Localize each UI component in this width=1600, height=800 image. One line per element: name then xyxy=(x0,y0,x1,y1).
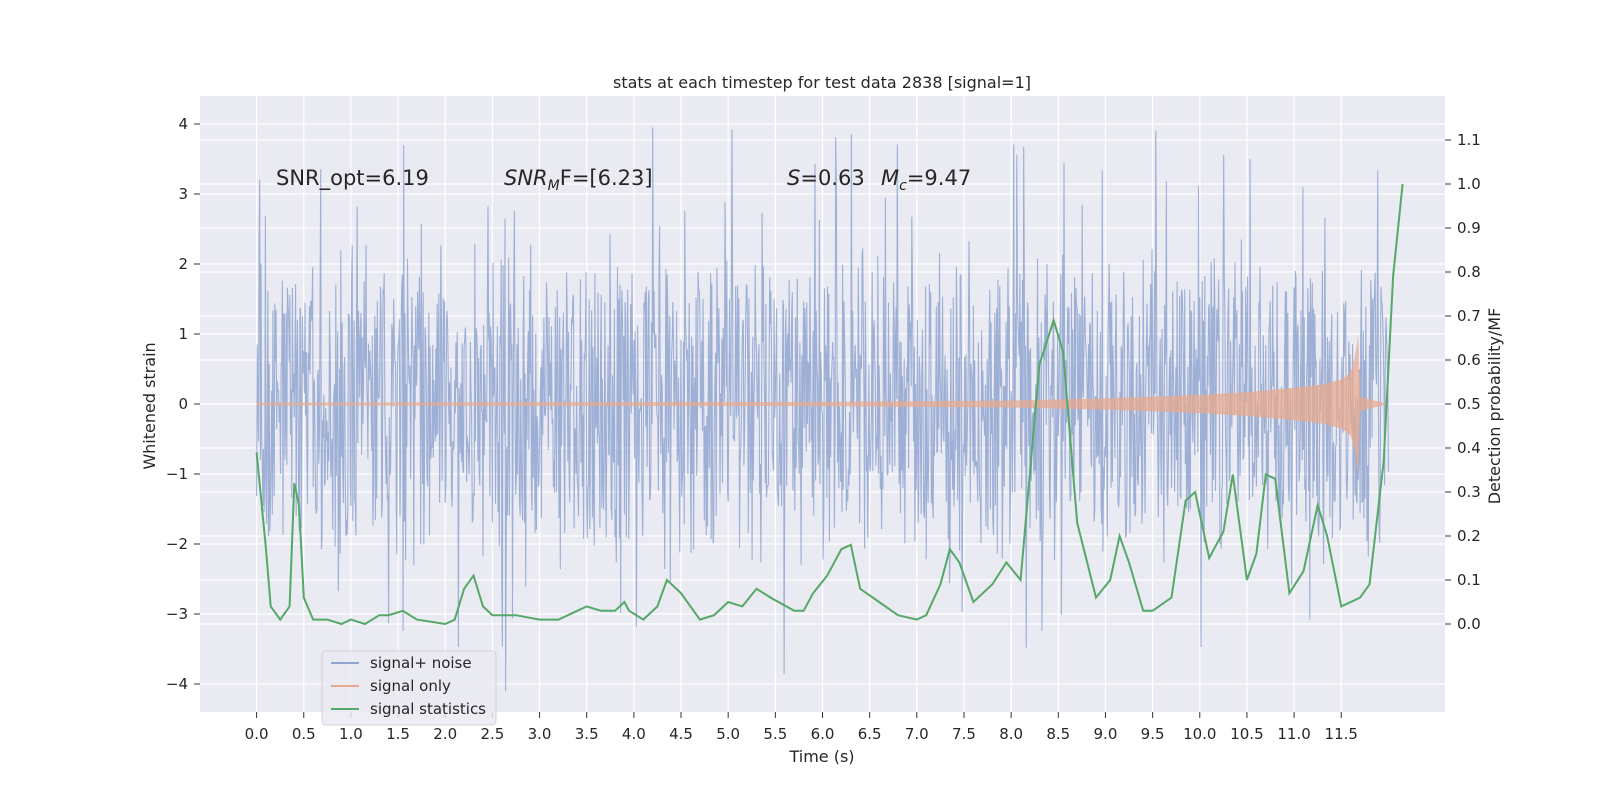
x-tick-label: 5.5 xyxy=(763,725,787,743)
x-tick-label: 2.5 xyxy=(480,725,504,743)
x-tick-label: 10.0 xyxy=(1183,725,1216,743)
y-tick-label-right: 0.8 xyxy=(1457,263,1481,281)
x-tick-label: 8.0 xyxy=(999,725,1023,743)
x-axis-label: Time (s) xyxy=(788,747,854,766)
x-tick-label: 1.5 xyxy=(386,725,410,743)
y-axis-label-right: Detection probability/MF xyxy=(1485,308,1504,505)
y-tick-label-left: −2 xyxy=(166,535,188,553)
x-tick-label: 4.0 xyxy=(622,725,646,743)
annotation-snr-mf: SNRMF=[6.23] xyxy=(504,166,653,194)
y-tick-label-left: 1 xyxy=(178,325,188,343)
y-tick-label-right: 0.7 xyxy=(1457,307,1481,325)
x-tick-label: 1.0 xyxy=(339,725,363,743)
x-tick-label: 7.0 xyxy=(905,725,929,743)
x-tick-label: 8.5 xyxy=(1046,725,1070,743)
y-tick-label-right: 1.0 xyxy=(1457,175,1481,193)
y-tick-label-left: −4 xyxy=(166,675,188,693)
legend-label-noise: signal+ noise xyxy=(370,654,472,672)
x-tick-label: 6.5 xyxy=(858,725,882,743)
signal-statistics-line xyxy=(255,183,1404,626)
y-tick-label-right: 1.1 xyxy=(1457,131,1481,149)
x-tick-label: 0.5 xyxy=(292,725,316,743)
signal-only-series xyxy=(256,334,1389,474)
chart-title: stats at each timestep for test data 283… xyxy=(613,73,1031,92)
x-tick-label: 11.0 xyxy=(1277,725,1310,743)
y-tick-label-right: 0.2 xyxy=(1457,527,1481,545)
y-tick-label-left: 4 xyxy=(178,115,188,133)
x-tick-label: 9.5 xyxy=(1141,725,1165,743)
legend: signal+ noise signal only signal statist… xyxy=(321,650,497,726)
signal-only-area xyxy=(256,334,1389,474)
signal-noise-series xyxy=(256,127,1389,692)
x-tick-label: 10.5 xyxy=(1230,725,1263,743)
x-tick-label: 0.0 xyxy=(245,725,269,743)
y-tick-label-right: 0.4 xyxy=(1457,439,1481,457)
y-tick-label-left: 0 xyxy=(178,395,188,413)
x-tick-label: 11.5 xyxy=(1325,725,1358,743)
y-tick-label-right: 0.5 xyxy=(1457,395,1481,413)
axis-ticks: 0.0 0.5 1.0 1.5 2.0 2.5 3.0 3.5 4.0 4.5 5.0 5.5 6.0 6… xyxy=(166,115,1481,743)
legend-label-stats: signal statistics xyxy=(370,700,486,718)
y-axis-label-left: Whitened strain xyxy=(140,342,159,469)
y-tick-label-left: 3 xyxy=(178,185,188,203)
y-tick-label-right: 0.1 xyxy=(1457,571,1481,589)
x-tick-label: 4.5 xyxy=(669,725,693,743)
x-tick-label: 2.0 xyxy=(433,725,457,743)
annotation-snr-opt: SNR_opt=6.19 xyxy=(276,166,429,191)
y-tick-label-left: 2 xyxy=(178,255,188,273)
y-tick-label-right: 0.0 xyxy=(1457,615,1481,633)
x-tick-label: 3.0 xyxy=(528,725,552,743)
annotation-s: S=0.63 xyxy=(787,166,865,190)
x-tick-label: 3.5 xyxy=(575,725,599,743)
legend-box xyxy=(321,650,497,726)
y-tick-label-right: 0.3 xyxy=(1457,483,1481,501)
x-tick-label: 5.0 xyxy=(716,725,740,743)
x-tick-label: 9.0 xyxy=(1094,725,1118,743)
y-tick-label-right: 0.6 xyxy=(1457,351,1481,369)
y-tick-label-right: 0.9 xyxy=(1457,219,1481,237)
y-tick-label-left: −3 xyxy=(166,605,188,623)
signal-statistics-series xyxy=(255,183,1404,626)
y-tick-label-left: −1 xyxy=(166,465,188,483)
signal-noise-line xyxy=(256,127,1389,692)
x-tick-label: 6.0 xyxy=(811,725,835,743)
annotation-mc: Mc=9.47 xyxy=(881,166,971,194)
legend-label-signal: signal only xyxy=(370,677,451,695)
x-tick-label: 7.5 xyxy=(952,725,976,743)
